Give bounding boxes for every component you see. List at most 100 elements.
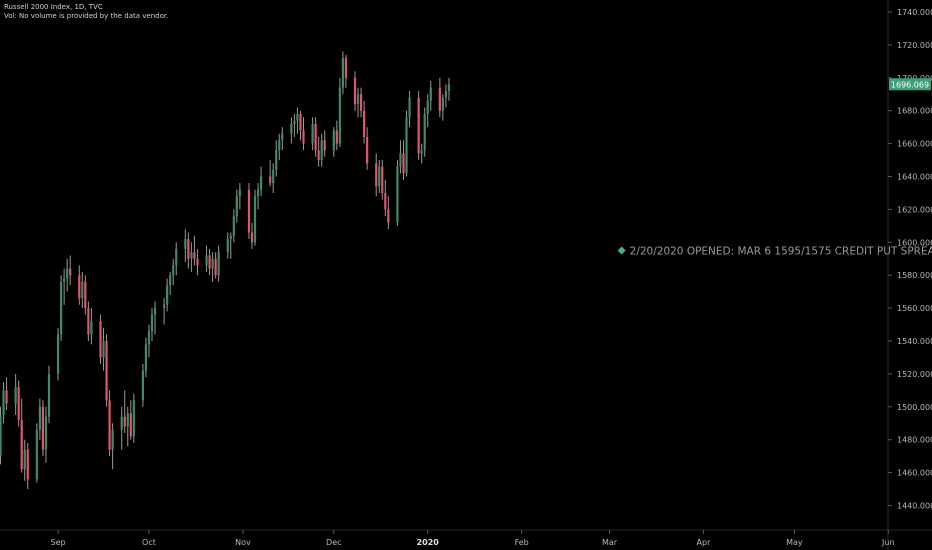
candle-body — [208, 255, 211, 269]
candle — [169, 271, 172, 295]
candle — [132, 393, 135, 443]
candle-body — [132, 400, 135, 437]
candle-body — [123, 416, 126, 427]
candle-body — [78, 275, 81, 299]
candle-body — [438, 87, 441, 111]
candle — [175, 242, 178, 276]
time-tick-label: 2020 — [417, 538, 440, 547]
time-axis[interactable]: SepOctNovDec2020FebMarAprMayJunJulAug — [51, 530, 932, 547]
candle — [399, 140, 402, 174]
candle-body — [335, 130, 338, 144]
candle-body — [253, 196, 257, 243]
candle-body — [17, 387, 20, 420]
candle-body — [359, 94, 363, 111]
candle-body — [299, 113, 302, 131]
candle — [190, 242, 193, 272]
candle-body — [66, 268, 69, 279]
candle-body — [26, 449, 29, 480]
annotation-diamond-icon[interactable] — [617, 246, 626, 255]
candle — [256, 183, 260, 210]
candle — [63, 268, 66, 305]
candle-body — [290, 123, 293, 134]
candle — [23, 439, 26, 481]
candle — [341, 51, 344, 95]
candle-body — [384, 192, 387, 210]
candle — [250, 222, 254, 249]
candle-body — [23, 449, 26, 470]
candle — [423, 107, 426, 157]
candle — [150, 308, 154, 341]
candle — [90, 308, 93, 345]
candle — [366, 127, 369, 170]
candle — [35, 423, 38, 483]
candle-body — [441, 97, 444, 111]
candle — [363, 100, 366, 144]
candle — [290, 117, 293, 144]
candle-body — [378, 166, 381, 187]
candle-body — [232, 215, 235, 236]
time-tick-label: Apr — [697, 538, 712, 547]
candle — [2, 382, 5, 424]
candle — [66, 258, 69, 292]
candle — [238, 183, 241, 210]
candle-body — [269, 176, 272, 184]
price-tick-label: 1460.000 — [897, 469, 932, 478]
trade-annotation[interactable]: 2/20/2020 OPENED: MAR 6 1595/1575 CREDIT… — [617, 246, 932, 258]
candle — [375, 153, 378, 197]
candle — [311, 117, 314, 151]
time-tick-label: Dec — [326, 538, 341, 547]
candle — [317, 137, 320, 167]
candle-body — [0, 415, 2, 457]
candle — [405, 110, 408, 177]
chart-title: Russell 2000 Index, 1D, TVC — [4, 3, 103, 11]
candle-body — [69, 268, 72, 276]
candle-body — [2, 390, 5, 416]
candle-body — [44, 416, 48, 450]
candle — [196, 248, 199, 276]
candle — [41, 400, 45, 457]
candle — [259, 166, 263, 197]
candle — [396, 160, 399, 226]
candle — [281, 127, 284, 151]
candle — [323, 130, 326, 157]
candle-body — [87, 308, 90, 335]
candle-body — [426, 100, 429, 114]
candle — [275, 140, 278, 177]
candle — [387, 196, 390, 230]
candle-body — [408, 97, 411, 118]
candle — [17, 380, 20, 427]
candle-body — [302, 130, 305, 144]
candle — [344, 54, 348, 88]
candle-body — [172, 265, 175, 276]
candle-body — [259, 176, 263, 190]
candle-body — [108, 400, 111, 450]
candle — [353, 71, 357, 111]
candle-body — [323, 140, 326, 151]
candle-body — [120, 416, 123, 430]
candle — [335, 120, 338, 151]
candle — [44, 406, 48, 463]
candle-body — [102, 341, 105, 358]
candle — [193, 235, 196, 266]
candle-body — [150, 314, 154, 332]
price-tick-label: 1540.000 — [897, 337, 932, 346]
candle-body — [281, 133, 284, 141]
candle — [56, 327, 60, 381]
candle-body — [84, 281, 87, 309]
price-tick-label: 1520.000 — [897, 370, 932, 379]
candle — [144, 337, 148, 378]
candle-body — [56, 334, 60, 374]
candle — [384, 179, 387, 216]
candle-body — [275, 150, 278, 170]
candle — [332, 127, 335, 157]
candle-body — [214, 258, 217, 276]
candle-body — [35, 429, 38, 480]
candle — [205, 245, 208, 272]
candle-body — [320, 140, 323, 161]
candle — [153, 301, 157, 335]
candle — [381, 160, 384, 200]
candle — [299, 110, 302, 141]
candle-body — [272, 169, 275, 184]
candle-body — [447, 84, 451, 91]
